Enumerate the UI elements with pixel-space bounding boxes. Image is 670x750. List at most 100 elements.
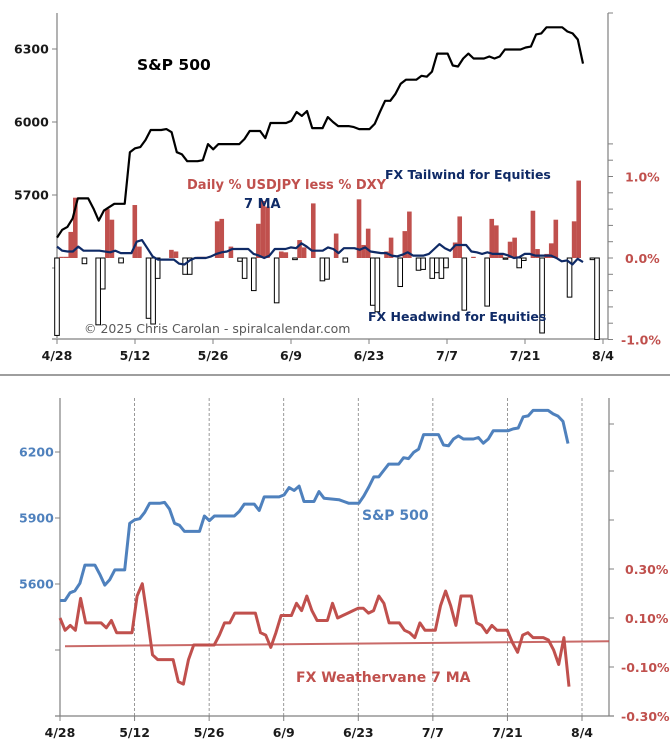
fx-bar-negative [150, 257, 156, 325]
fx-bar-positive [256, 223, 261, 258]
fx-bar-positive [265, 206, 270, 258]
fx-bar-negative [566, 257, 573, 298]
bottom-x-tick-label: 7/21 [492, 725, 523, 740]
fx-bar-positive [498, 253, 504, 258]
top-right-tick-label: -1.0% [621, 333, 661, 348]
fx-bar-positive [507, 241, 513, 258]
top-sp500-line [56, 26, 585, 239]
top-x-tick-label: 7/7 [436, 348, 458, 363]
fx-bar-negative [397, 257, 404, 288]
fx-bar-positive [63, 256, 69, 258]
fx-bar-positive [494, 225, 499, 258]
headwind-label: FX Headwind for Equities [368, 309, 546, 324]
fx-bar-negative [374, 257, 381, 313]
zero-reference-line [64, 640, 610, 648]
top-x-tick-label: 8/4 [592, 348, 614, 363]
bottom-x-tick-label: 6/23 [343, 725, 374, 740]
top-bars [54, 180, 600, 340]
fx-bar-negative [539, 257, 545, 334]
bottom-x-tick-label: 7/7 [422, 725, 444, 740]
fx-bar-negative [292, 257, 298, 261]
fx-bar-negative [241, 257, 248, 279]
fx-bar-positive [535, 249, 540, 258]
fx-bar-negative [250, 257, 257, 292]
fx-bar-negative [461, 257, 468, 311]
fx-bar-negative [369, 257, 376, 306]
fx-bar-positive [214, 221, 220, 258]
fx-bar-negative [429, 257, 436, 279]
fx-bar-negative [589, 257, 596, 261]
fx-bar-negative [95, 257, 101, 326]
fx-bar-positive [278, 251, 284, 258]
fx-bar-positive [452, 242, 458, 258]
fx-bar-positive [402, 231, 408, 258]
fx-bar-positive [548, 243, 554, 258]
fx-bar-negative [81, 257, 88, 265]
fx-bar-negative [186, 257, 193, 275]
tailwind-label: FX Tailwind for Equities [385, 167, 551, 182]
fx-bar-negative [319, 257, 326, 282]
top-ma-label: 7 MA [244, 197, 281, 212]
fx-bar-positive [333, 233, 339, 258]
fx-bar-positive [228, 246, 234, 258]
fx-bar-positive [407, 211, 412, 258]
fx-bar-positive [530, 210, 536, 258]
fx-bar-negative [484, 257, 490, 307]
top-left-tick-label: 6300 [14, 42, 49, 57]
fx-bar-positive [489, 218, 495, 258]
fx-bar-positive [109, 219, 115, 258]
fx-bar-negative [342, 257, 349, 263]
fx-bar-negative [438, 257, 445, 279]
top-lines [56, 26, 585, 266]
fx-bar-positive [59, 256, 64, 258]
fx-bar-positive [260, 200, 266, 258]
top-x-tick-label: 4/28 [42, 348, 73, 363]
bottom-right-tick-label: 0.30% [625, 562, 669, 577]
top-x-tick-label: 5/12 [120, 348, 151, 363]
fx-bar-positive [356, 199, 362, 258]
top-x-tick-label: 6/23 [354, 348, 385, 363]
fx-bar-negative [99, 257, 106, 290]
fx-bar-negative [502, 257, 509, 260]
fx-bar-positive [68, 231, 74, 258]
fx-bar-positive [301, 247, 307, 258]
top-bars-label: Daily % USDJPY less % DXY [187, 178, 387, 193]
fx-bar-positive [169, 249, 174, 258]
bottom-x-tick-label: 8/4 [571, 725, 593, 740]
fx-bar-negative [420, 257, 426, 270]
fx-bar-negative [434, 257, 440, 274]
fx-bar-negative [145, 257, 152, 319]
fx-bar-positive [310, 203, 316, 258]
top-left-tick-label: 6000 [14, 115, 49, 130]
fx-bar-positive [283, 252, 289, 258]
top-right-tick-label: 1.0% [625, 170, 660, 185]
fx-bar-positive [173, 251, 179, 258]
fx-bar-positive [137, 246, 142, 258]
bottom-x-tick-label: 5/12 [119, 725, 150, 740]
fx-bar-positive [553, 219, 559, 258]
fx-bar-positive [365, 228, 371, 258]
bottom-axes: 5600 5900 6200 -0.30% -0.10% 0.10% 0.30% 4/28 5/… [19, 398, 670, 740]
top-right-tick-label: 0.0% [625, 251, 660, 266]
top-panel: 5700 6000 6300 -1.0% 0.0% 1.0% 4/28 5/12 5/26 6/9… [14, 12, 661, 363]
top-x-tick-label: 6/9 [280, 348, 302, 363]
bottom-x-tick-label: 4/28 [45, 725, 76, 740]
fx-bar-negative [324, 257, 330, 280]
fx-bar-negative [154, 257, 161, 279]
top-sp-label: S&P 500 [137, 56, 211, 74]
fx-bar-positive [105, 209, 110, 258]
bottom-panel: 5600 5900 6200 -0.30% -0.10% 0.10% 0.30% 4/28 5/… [19, 398, 670, 740]
bottom-x-tick-label: 6/9 [273, 725, 295, 740]
bottom-left-tick-label: 5600 [19, 577, 54, 592]
fx-bar-negative [54, 257, 60, 336]
bottom-right-tick-label: -0.30% [621, 709, 670, 724]
top-7ma-line [56, 239, 584, 266]
fx-bar-positive [571, 221, 577, 258]
weathervane-7ma-line [58, 582, 571, 687]
fx-bar-positive [219, 218, 225, 258]
bottom-lines [58, 408, 610, 687]
fx-bar-negative [594, 257, 600, 340]
fx-bar-negative [182, 257, 188, 275]
top-left-tick-label: 5700 [14, 188, 49, 203]
